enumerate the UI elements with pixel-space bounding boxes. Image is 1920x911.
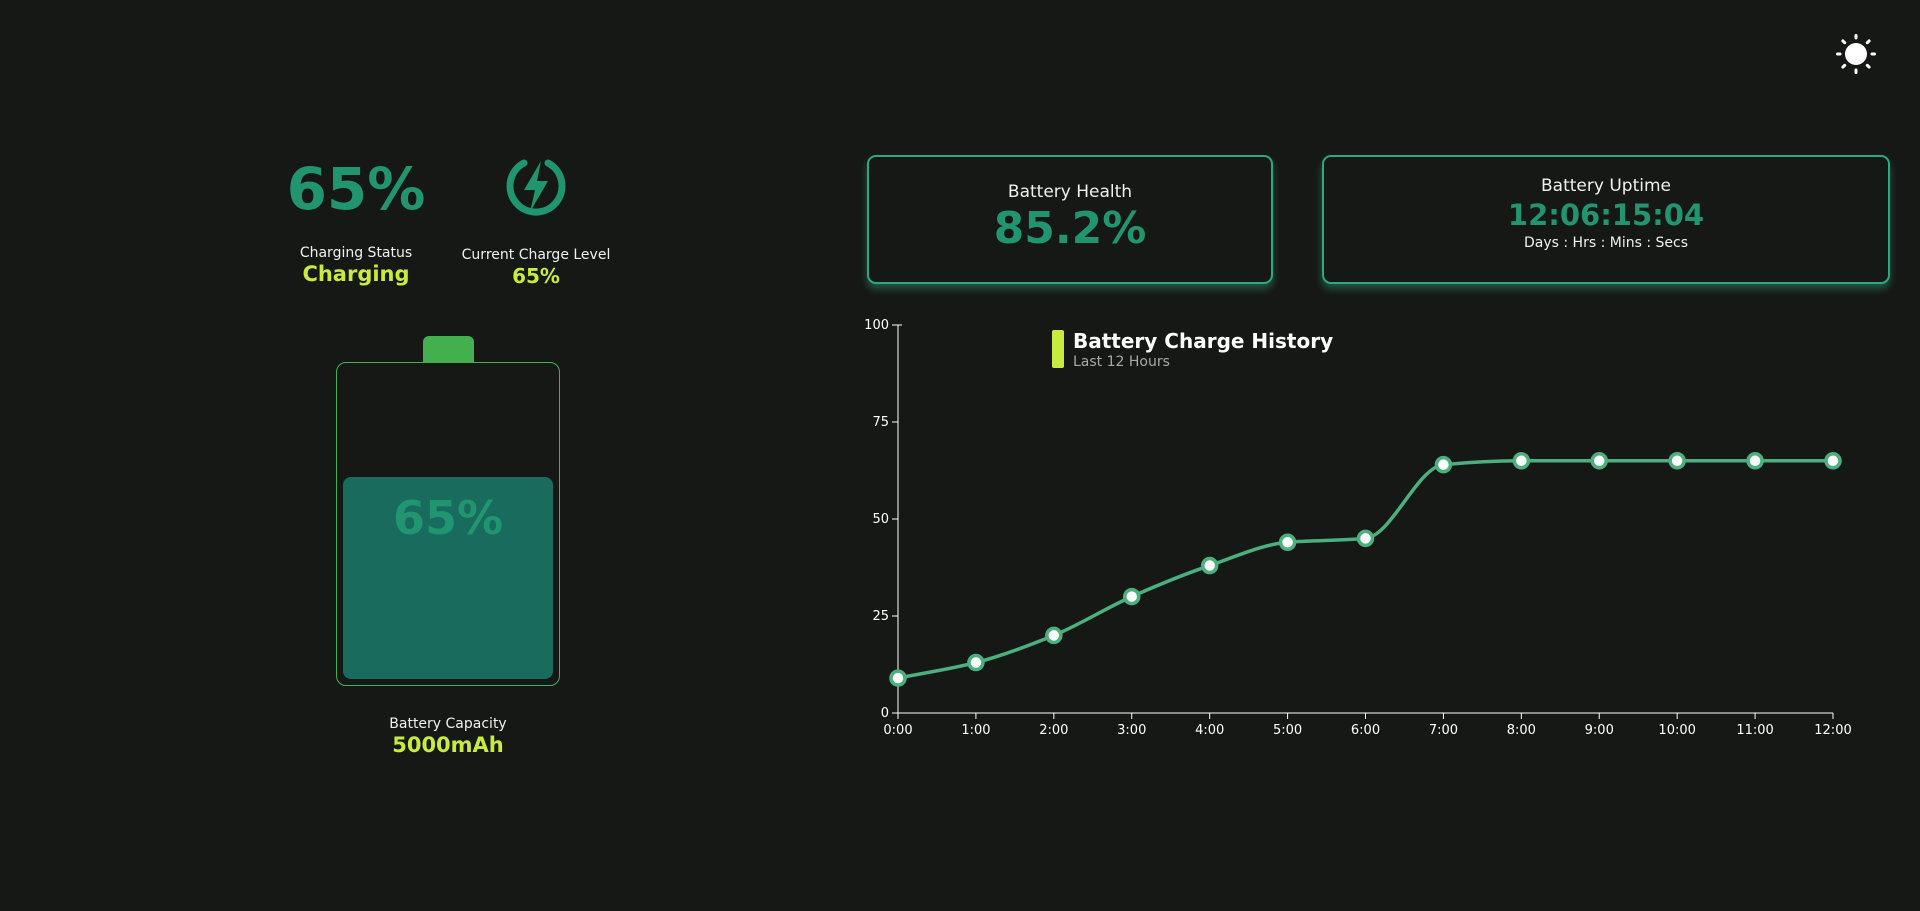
data-point[interactable] (1200, 556, 1219, 575)
data-point[interactable] (889, 669, 907, 687)
data-point[interactable] (1434, 455, 1453, 474)
battery-uptime-card: Battery Uptime 12:06:15:04 Days : Hrs : … (1322, 155, 1890, 284)
x-tick-label: 0:00 (883, 723, 912, 738)
data-point[interactable] (967, 653, 985, 672)
y-tick-label: 100 (864, 318, 889, 333)
charge-percent-display: 65% (286, 155, 426, 223)
data-point[interactable] (1512, 452, 1531, 470)
data-point[interactable] (1045, 626, 1063, 645)
battery-health-title: Battery Health (1007, 182, 1133, 202)
y-tick-label: 50 (872, 512, 889, 527)
battery-uptime-title: Battery Uptime (1541, 176, 1671, 196)
x-tick-label: 9:00 (1585, 723, 1614, 738)
x-tick-label: 3:00 (1117, 723, 1146, 738)
battery-health-value: 85.2% (993, 203, 1147, 254)
charge-level-label: Current Charge Level (461, 247, 611, 263)
x-tick-label: 10:00 (1658, 723, 1695, 738)
battery-uptime-value: 12:06:15:04 (1507, 198, 1705, 232)
x-tick-label: 7:00 (1429, 723, 1458, 738)
battery-fill-level: 65% (343, 477, 553, 679)
battery-capacity-value: 5000mAh (392, 733, 504, 757)
x-tick-label: 12:00 (1814, 723, 1851, 738)
charge-history-line (896, 459, 1835, 680)
x-tick-label: 1:00 (961, 723, 990, 738)
battery-capacity-label: Battery Capacity (389, 716, 507, 732)
data-point[interactable] (1746, 452, 1764, 470)
theme-toggle-button[interactable] (1836, 34, 1876, 74)
charging-status-value: Charging (302, 262, 410, 286)
charging-status-label: Charging Status (299, 245, 413, 261)
chart-subtitle: Last 12 Hours (1073, 354, 1170, 370)
chart-legend-swatch (1052, 330, 1064, 368)
sun-icon (1836, 34, 1876, 74)
x-tick-label: 5:00 (1273, 723, 1302, 738)
x-tick-label: 6:00 (1351, 723, 1380, 738)
lightning-bolt-icon (505, 155, 567, 217)
y-tick-label: 0 (881, 706, 889, 721)
x-tick-label: 8:00 (1507, 723, 1536, 738)
battery-health-card: Battery Health 85.2% (867, 155, 1273, 284)
x-tick-label: 4:00 (1195, 723, 1224, 738)
battery-graphic: 65% (336, 362, 560, 686)
battery-fill-percent: 65% (392, 491, 504, 545)
data-point[interactable] (1356, 529, 1375, 548)
x-tick-label: 2:00 (1039, 723, 1068, 738)
data-point[interactable] (1123, 587, 1141, 606)
data-point[interactable] (1278, 533, 1297, 552)
battery-cap (423, 336, 474, 363)
chart-title: Battery Charge History (1073, 329, 1334, 353)
data-point[interactable] (1824, 452, 1842, 470)
charge-level-value: 65% (512, 264, 560, 288)
data-point[interactable] (1590, 452, 1608, 470)
y-tick-label: 25 (872, 609, 889, 624)
data-point[interactable] (1668, 452, 1686, 470)
y-tick-label: 75 (872, 415, 889, 430)
x-tick-label: 11:00 (1736, 723, 1773, 738)
battery-uptime-format: Days : Hrs : Mins : Secs (1524, 235, 1688, 251)
